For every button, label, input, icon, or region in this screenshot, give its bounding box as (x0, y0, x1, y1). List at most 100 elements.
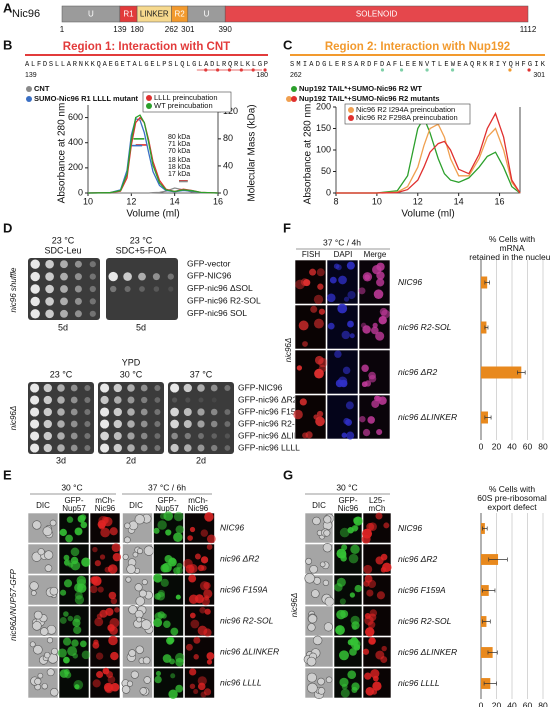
spot (43, 443, 52, 453)
cell (141, 579, 148, 586)
cell (89, 576, 99, 585)
spot (170, 443, 179, 453)
spot (89, 261, 96, 268)
domain-label: U (204, 10, 210, 19)
strain-label: GFP-nic96 LLLL (238, 442, 300, 452)
spot (224, 421, 231, 427)
cell (59, 528, 67, 537)
cell (34, 677, 42, 686)
spot (210, 408, 218, 416)
cell (340, 688, 350, 698)
cell (316, 410, 324, 418)
strain-label: GFP-nic96 ΔSOL (187, 283, 253, 293)
cell (105, 607, 114, 616)
domain-label: U (88, 10, 94, 19)
residue-dot (399, 68, 404, 72)
mass-label: 70 kDa (168, 148, 190, 155)
x-axis-label: Volume (ml) (126, 209, 179, 220)
spot (84, 396, 91, 404)
cell (160, 563, 169, 573)
seq-start: 262 (290, 72, 302, 79)
strain-label: nic96 LLLL (398, 678, 440, 688)
bar-chart-title: % Cells with mRNA retained in the nucleus (469, 234, 550, 262)
mass-label: 17 kDa (168, 171, 190, 178)
cell (170, 627, 179, 636)
plate-medium: SDC+5-FOA (116, 245, 167, 255)
spot (185, 397, 191, 403)
cell (305, 557, 313, 565)
cell (175, 657, 184, 667)
cell (383, 522, 390, 529)
channel-header-line: mCh (369, 504, 386, 513)
cell (193, 688, 199, 695)
cell (126, 564, 136, 574)
cell (32, 621, 42, 631)
channel-header-line: Nup57 (62, 504, 86, 513)
spot (224, 445, 231, 451)
strain-label: nic96 LLLL (220, 677, 262, 687)
spot (74, 285, 82, 293)
plate (98, 382, 164, 454)
cell (200, 556, 209, 564)
cell (206, 534, 216, 544)
strain-label: GFP-nic96 R2-SOL (187, 295, 261, 305)
cell (30, 590, 37, 596)
domain-label: R1 (123, 10, 134, 19)
plate-medium: SDC-Leu (44, 245, 81, 255)
y-tick-label: 0 (326, 187, 331, 197)
cell (306, 656, 317, 667)
legend-label: SUMO-Nic96 R1 LLLL mutant (34, 94, 139, 103)
cell (66, 516, 74, 523)
cell (130, 670, 139, 679)
strain-label: nic96 F159A (220, 584, 268, 594)
cell (50, 688, 59, 697)
cell (135, 645, 144, 654)
spot (197, 384, 205, 392)
spot (45, 272, 54, 281)
panel-letter: B (3, 37, 12, 52)
cell (81, 650, 91, 660)
spot (84, 408, 91, 416)
cell (135, 596, 145, 606)
curve (336, 123, 521, 194)
cell (352, 517, 360, 524)
side-label: nic96 shuffle (9, 267, 18, 312)
spot (60, 297, 68, 306)
spot (154, 444, 161, 452)
cell (310, 305, 318, 313)
cell (188, 574, 197, 583)
cell (336, 548, 347, 559)
spot (84, 432, 91, 440)
cell (367, 416, 375, 424)
cell (304, 572, 315, 584)
spot (43, 419, 52, 429)
spot (100, 407, 110, 417)
error-bar (482, 588, 496, 593)
cell (193, 636, 201, 644)
channel-header: DIC (36, 501, 50, 510)
strain-label: nic96 ΔR2 (220, 553, 260, 563)
cell (71, 639, 79, 647)
position-label: 262 (165, 25, 179, 34)
x-tick-label: 14 (454, 196, 464, 206)
cell (154, 612, 163, 621)
y-tick-label: 400 (68, 137, 83, 147)
legend-box (344, 103, 471, 125)
plate-days: 2d (196, 455, 206, 465)
cell (70, 556, 79, 565)
spot (100, 443, 110, 453)
cell (368, 637, 376, 645)
cell (134, 583, 143, 592)
cell (154, 675, 162, 684)
cell (194, 553, 201, 560)
x-tick-label: 10 (372, 196, 382, 206)
plate-temp: 30 °C (120, 369, 143, 379)
spot (30, 259, 40, 269)
spot (57, 432, 65, 440)
bar-chart-title: % Cells with 60S pre-ribosomal export defe… (477, 484, 547, 512)
legend-dot (291, 96, 297, 102)
condition: 37 °C / 6h (148, 482, 186, 492)
cell (46, 624, 57, 635)
position-label: 180 (130, 25, 144, 34)
spot (139, 286, 145, 292)
